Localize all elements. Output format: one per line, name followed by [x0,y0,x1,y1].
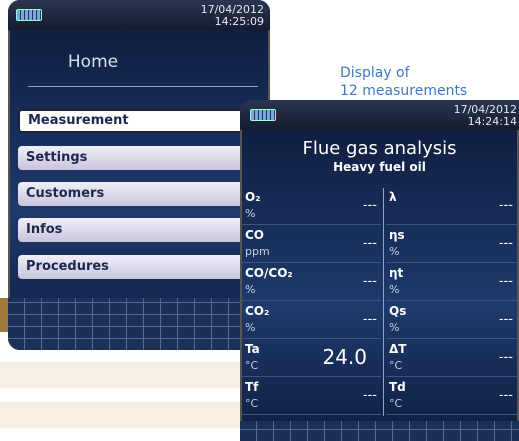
measurement-cell: ηs% --- [386,226,517,263]
measurement-cell: Ta °C 24.0 [242,340,381,377]
datetime: 17/04/2012 14:24:14 [454,104,517,128]
measurement-unit: % [245,321,255,334]
measurement-name: O₂ [245,190,260,204]
measurement-name: CO₂ [245,304,269,318]
home-screen: 17/04/2012 14:25:09 Home Measurement Set… [8,0,270,350]
battery-icon [16,9,42,21]
measurement-cell: Tf °C --- [242,378,381,415]
measurement-value: --- [499,198,513,213]
measurement-name: Qs [389,304,406,318]
time: 14:24:14 [454,116,517,128]
screen-title: Home [8,52,178,72]
measurement-cell: ΔT °C --- [386,340,517,377]
measurement-cell: λ --- [386,188,517,225]
time: 14:25:09 [201,16,264,28]
measurement-value: --- [363,388,377,403]
measurement-value: --- [363,198,377,213]
caption-line: Display of [340,64,467,82]
measurement-cell: Qs% --- [386,302,517,339]
measurement-value: --- [363,236,377,251]
measurement-unit: % [389,283,399,296]
measurement-name: CO [245,228,264,242]
measurement-cell: CO ppm --- [242,226,381,263]
menu-item[interactable]: Settings [18,146,270,170]
measurement-name: Tf [245,380,258,394]
measurement-name: ηs [389,228,405,242]
screen-title: Flue gas analysis [240,138,519,159]
measurement-cell: O₂% --- [242,188,381,225]
measurement-name: Td [389,380,406,394]
measurement-unit: °C [389,397,402,410]
menu-item[interactable]: Infos [18,218,270,242]
measurement-value: --- [499,312,513,327]
measurement-value: 24.0 [322,345,367,369]
measurement-unit: ppm [245,245,270,258]
page: 17/04/2012 14:25:09 Home Measurement Set… [0,0,519,441]
measurement-name: ΔT [389,342,406,356]
measurement-cell: Td °C --- [386,378,517,415]
measurement-value: --- [499,236,513,251]
measurement-unit: °C [245,359,258,372]
measurement-value: --- [499,350,513,365]
measurement-value: --- [499,388,513,403]
caption-line: 12 measurements [340,82,467,100]
measurement-unit: % [245,283,255,296]
measurement-cell: CO₂% --- [242,302,381,339]
background-stripe [0,402,260,428]
measurement-unit: °C [245,397,258,410]
measurement-name: λ [389,190,397,204]
measurement-value: --- [499,274,513,289]
caption: Display of 12 measurements [340,64,467,100]
measurement-name: CO/CO₂ [245,266,293,280]
measurement-value: --- [363,312,377,327]
divider [28,86,258,87]
measurement-cell: ηt% --- [386,264,517,301]
measurement-name: ηt [389,266,403,280]
measurement-unit: °C [389,359,402,372]
measurement-unit: % [389,245,399,258]
datetime: 17/04/2012 14:25:09 [201,4,264,28]
grid [8,298,270,350]
battery-icon [250,109,276,121]
measurement-cell: CO/CO₂% --- [242,264,381,301]
measurement-screen: 17/04/2012 14:24:14 Flue gas analysis He… [240,100,519,441]
measurement-name: Ta [245,342,260,356]
grid [240,421,519,441]
column-divider [383,188,384,416]
menu-item[interactable]: Measurement [18,109,270,133]
screen-subtitle: Heavy fuel oil [240,160,519,174]
measurement-unit: % [245,207,255,220]
menu-item[interactable]: Customers [18,182,270,206]
measurement-value: --- [363,274,377,289]
measurement-unit: % [389,321,399,334]
menu-item[interactable]: Procedures [18,255,270,279]
background-stripe [0,362,260,388]
